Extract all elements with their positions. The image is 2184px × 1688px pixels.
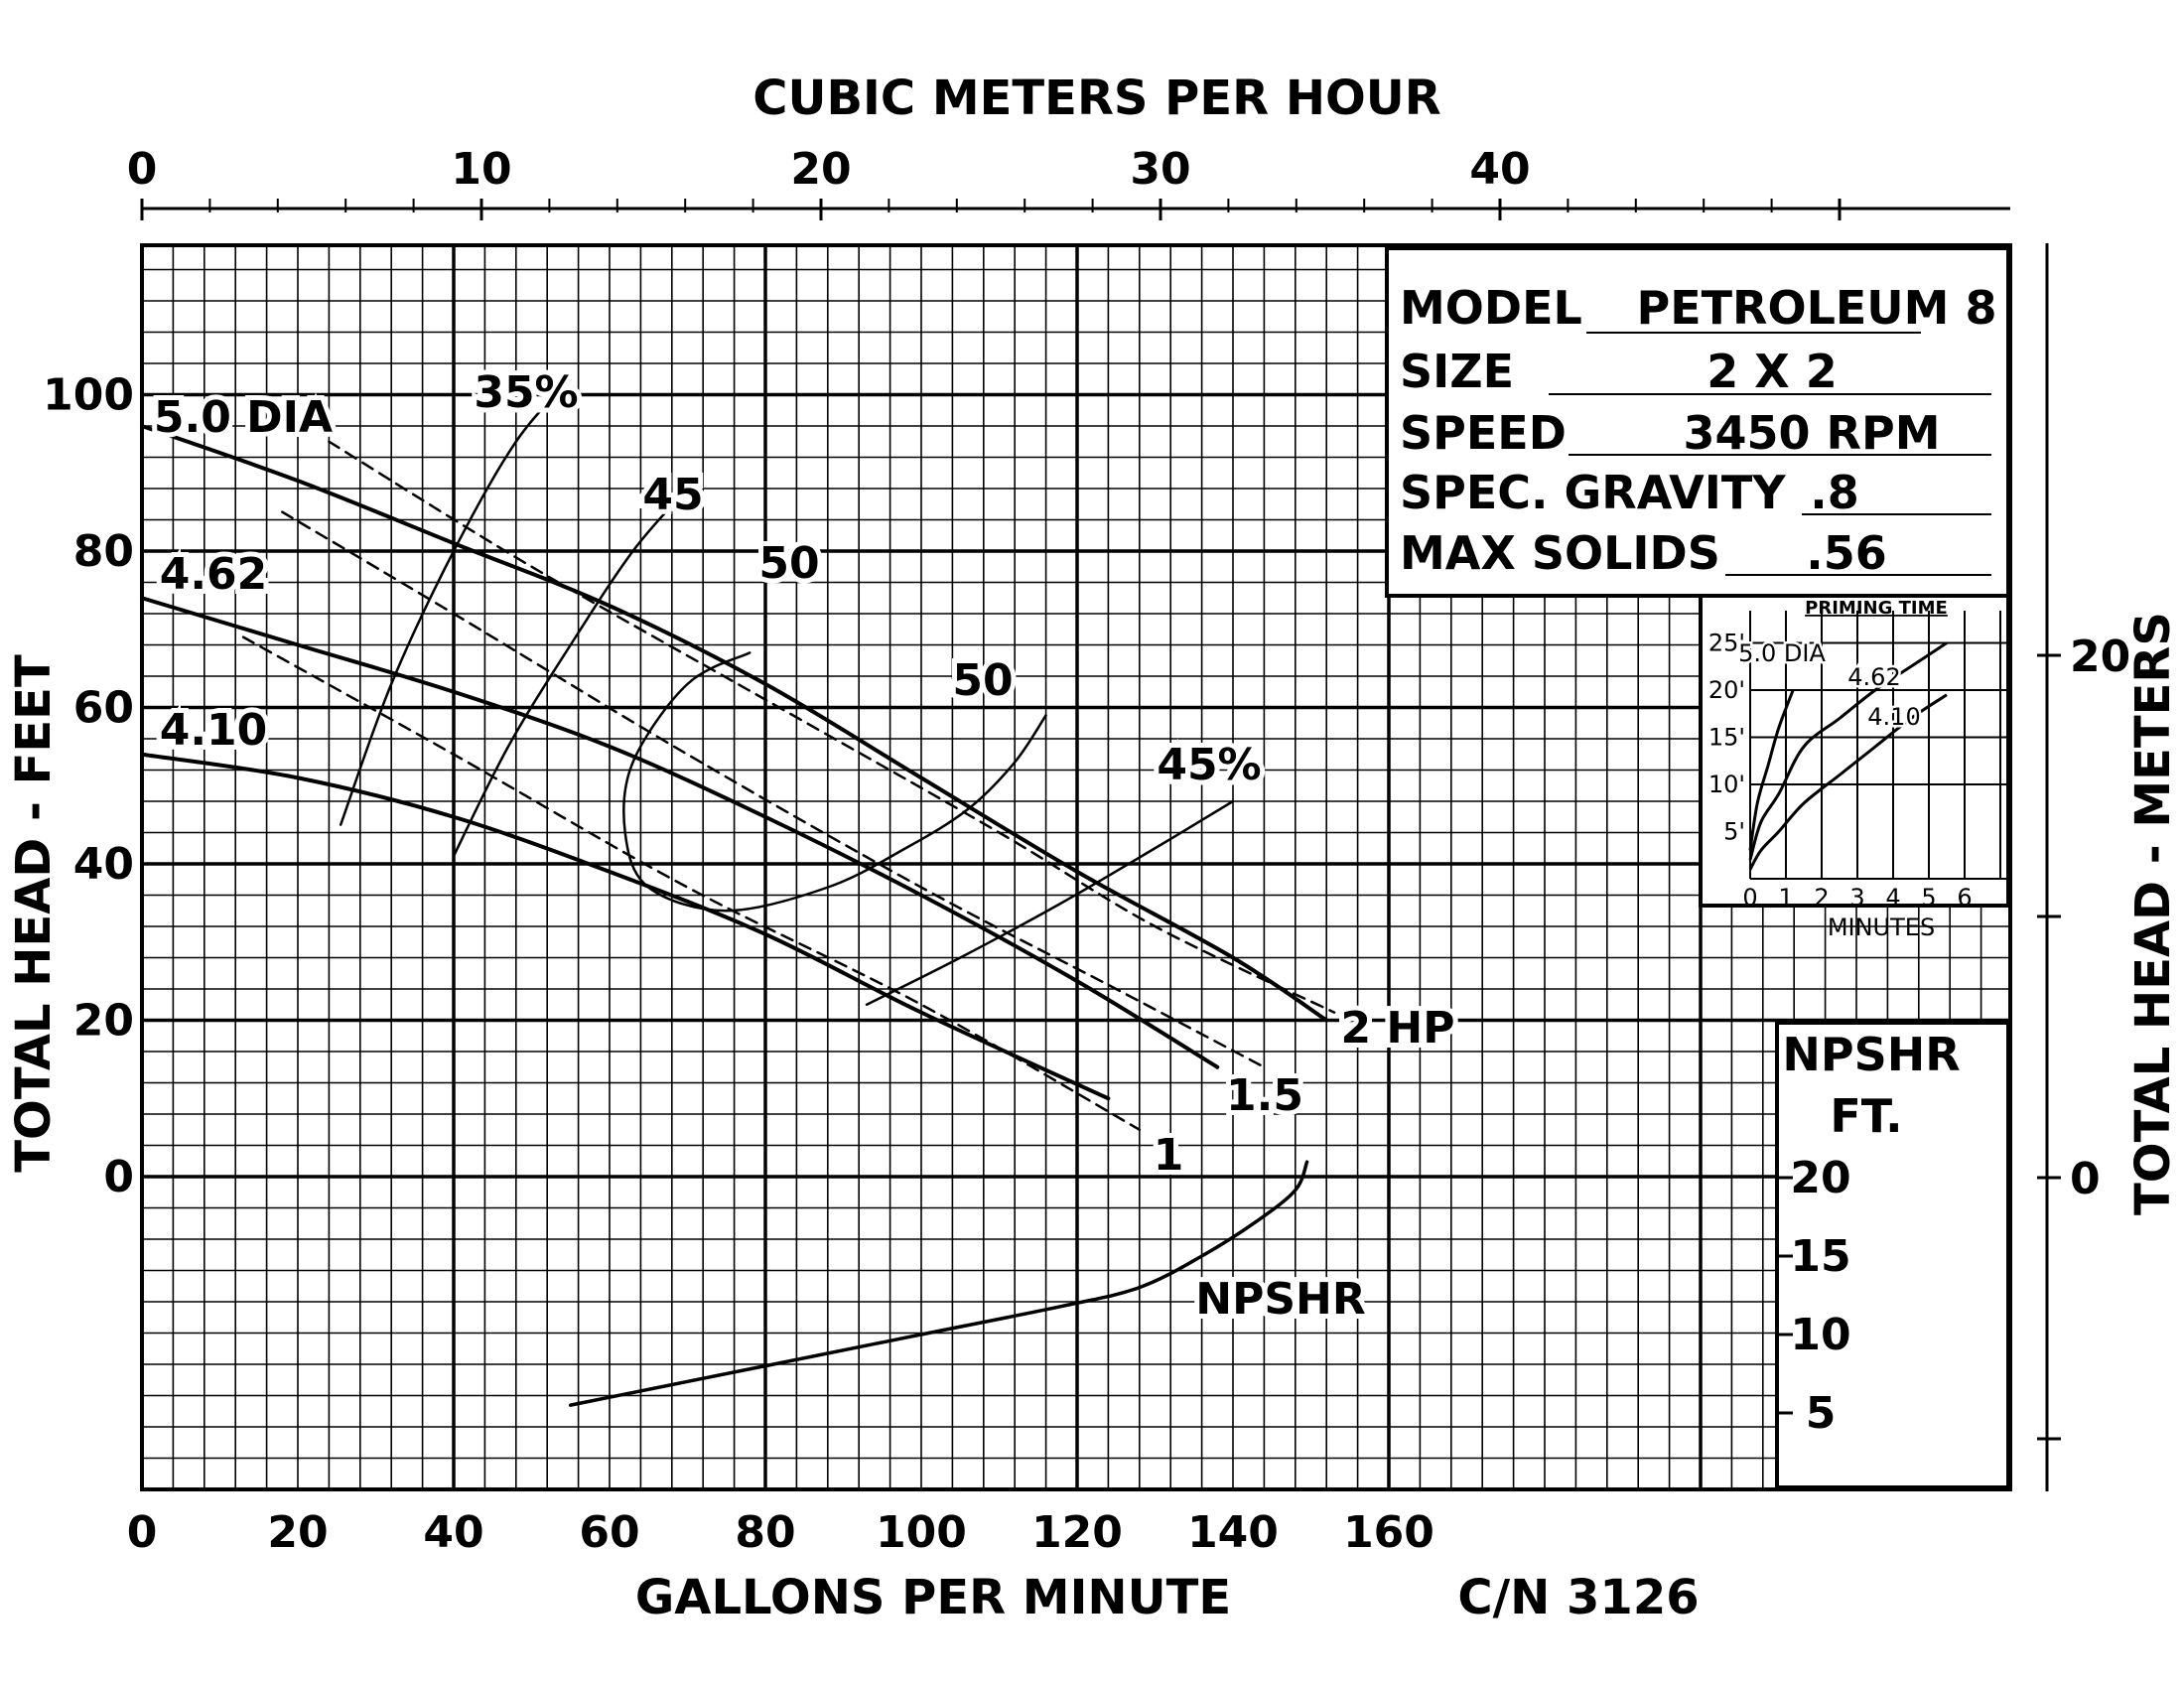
inset-curve-label: 4.62 [1847, 663, 1900, 691]
inset-x-tick: 4 [1885, 884, 1900, 912]
inset-x-tick: 6 [1957, 884, 1972, 912]
inset-y-tick: 25' [1708, 630, 1745, 657]
series-layer [140, 377, 1948, 1407]
spec-speed-label: SPEED [1400, 406, 1567, 460]
curve-label: 45 [642, 470, 703, 520]
head-curve [140, 424, 1329, 1023]
x-tick-label: 60 [579, 1507, 639, 1558]
x2-tick-label: 0 [127, 144, 158, 195]
efficiency-curve [621, 651, 1047, 913]
inset-y-tick: 20' [1708, 676, 1745, 704]
curve-label: 35% [474, 367, 578, 418]
y-tick-label: 20 [73, 996, 134, 1047]
x2-tick-label: 10 [451, 144, 511, 195]
x-tick-label: 140 [1187, 1507, 1279, 1558]
inset-curve-2 [1748, 641, 1948, 861]
x-tick-label: 20 [267, 1507, 328, 1558]
spec-table: MODEL PETROLEUM 8 SIZE 2 X 2 SPEED 3450 … [1400, 281, 1996, 580]
horsepower-curve [328, 440, 1336, 1014]
inset-x-tick: 0 [1742, 884, 1757, 912]
inset-x-tick: 2 [1814, 884, 1829, 912]
y-tick-label: 60 [73, 683, 134, 734]
y-tick-label: 0 [103, 1152, 134, 1202]
x-tick-label: 40 [423, 1507, 483, 1558]
x-tick-label: 80 [735, 1507, 795, 1558]
npshr-axis-title: NPSHR [1782, 1028, 1960, 1081]
spec-size-label: SIZE [1400, 345, 1514, 398]
npshr-tick-label: 5 [1806, 1388, 1837, 1439]
y2-tick-label: 20 [2070, 632, 2130, 682]
curve-label: 1 [1154, 1130, 1184, 1181]
npshr-tick-label: 10 [1790, 1310, 1850, 1360]
y-axis-title: TOTAL HEAD - FEET [6, 654, 62, 1173]
inset-x-tick: 3 [1849, 884, 1864, 912]
spec-model-value: PETROLEUM 8 [1637, 281, 1997, 335]
inset-title: PRIMING TIME [1805, 598, 1948, 619]
grid [140, 243, 2012, 1491]
inset-curve-1 [1748, 689, 1795, 851]
x-tick-label: 120 [1031, 1507, 1123, 1558]
inset-curve-label: 5.0 DIA [1738, 639, 1826, 667]
curve-label: 50 [952, 655, 1013, 706]
npshr-curve [569, 1160, 1309, 1407]
curve-label: 50 [758, 538, 819, 589]
y-tick-label: 100 [43, 370, 134, 421]
npshr-tick-label: 15 [1790, 1231, 1850, 1282]
spec-size-value: 2 X 2 [1706, 345, 1838, 398]
x-tick-label: 100 [876, 1507, 967, 1558]
curve-label: 4.62 [160, 549, 268, 600]
spec-gravity-value: .8 [1810, 466, 1858, 519]
inset-x-tick: 1 [1778, 884, 1793, 912]
npshr-tick-label: 20 [1790, 1153, 1850, 1203]
curve-label: 4.10 [160, 705, 268, 756]
horsepower-curve [281, 510, 1266, 1068]
y2-tick-label: 0 [2070, 1154, 2101, 1204]
y2-axis-title: TOTAL HEAD - METERS [2125, 612, 2181, 1215]
x-axis-title: GALLONS PER MINUTE [635, 1570, 1231, 1625]
inset-y-tick: 10' [1708, 771, 1745, 798]
priming-time-inset: PRIMING TIME MINUTES [1805, 598, 1948, 941]
spec-gravity-label: SPEC. GRAVITY [1400, 466, 1786, 519]
curve-label: 2 HP [1340, 1003, 1454, 1054]
curve-label: 5.0 DIA [154, 392, 333, 443]
x-tick-label: 160 [1343, 1507, 1434, 1558]
efficiency-curve [865, 799, 1235, 1006]
head-curve [140, 752, 1111, 1101]
footer-code: C/N 3126 [1457, 1570, 1699, 1625]
curve-label: 45% [1157, 740, 1261, 790]
y-tick-label: 40 [73, 839, 134, 890]
inset-curve-label: 4.10 [1867, 703, 1920, 731]
efficiency-curve [452, 487, 689, 858]
x-tick-label: 0 [127, 1507, 158, 1558]
spec-table-panel [1385, 246, 2010, 598]
curve-label: NPSHR [1195, 1274, 1365, 1325]
inset-y-tick: 15' [1708, 724, 1745, 752]
y-tick-label: 80 [73, 526, 134, 577]
x2-tick-label: 20 [790, 144, 851, 195]
x2-axis-title: CUBIC METERS PER HOUR [752, 70, 1440, 126]
efficiency-curve [339, 377, 572, 826]
spec-speed-value: 3450 RPM [1684, 406, 1941, 460]
horsepower-curve [241, 635, 1142, 1131]
head-curve [140, 596, 1220, 1069]
spec-solids-value: .56 [1806, 526, 1887, 580]
inset-y-tick: 5' [1723, 818, 1745, 846]
x2-tick-label: 30 [1130, 144, 1190, 195]
npshr-axis-unit: FT. [1830, 1089, 1902, 1143]
curve-label: 1.5 [1226, 1070, 1303, 1121]
inset-x-label: MINUTES [1828, 914, 1935, 941]
spec-model-label: MODEL [1400, 281, 1582, 335]
inset-curve-3 [1748, 693, 1948, 871]
x2-tick-label: 40 [1469, 144, 1530, 195]
spec-solids-label: MAX SOLIDS [1400, 526, 1720, 580]
inset-x-tick: 5 [1921, 884, 1936, 912]
